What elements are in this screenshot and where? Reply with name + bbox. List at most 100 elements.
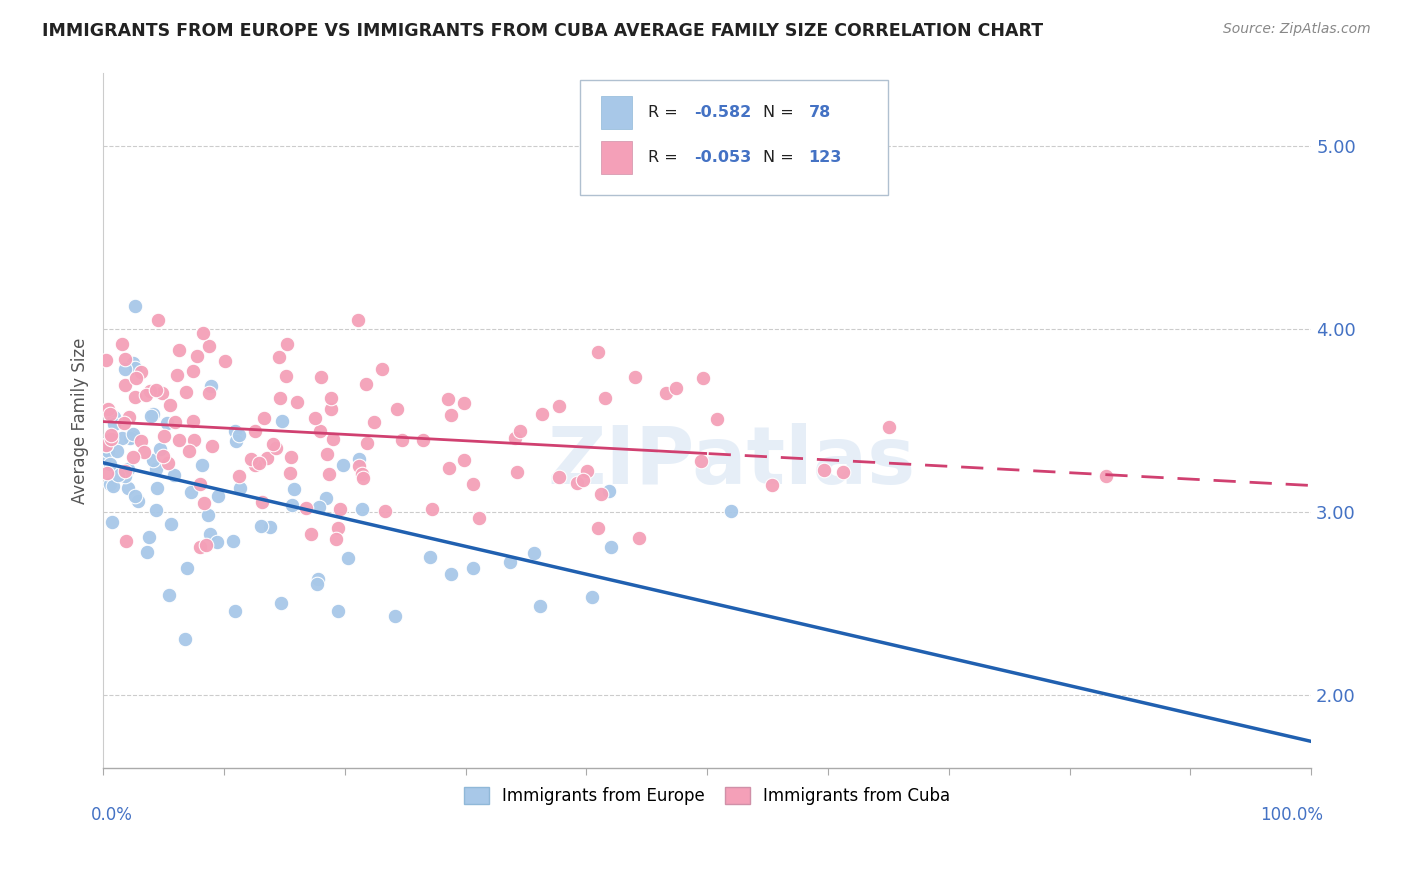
Point (148, 313, 170, 327)
Point (654, 386, 676, 401)
Text: IMMIGRANTS FROM EUROPE VS IMMIGRANTS FROM CUBA AVERAGE FAMILY SIZE CORRELATION C: IMMIGRANTS FROM EUROPE VS IMMIGRANTS FRO… (42, 22, 1043, 40)
Point (287, 395, 309, 409)
Point (101, 515, 124, 529)
Point (180, 484, 202, 499)
Point (96, 467, 118, 481)
Point (321, 391, 343, 405)
Text: 0.0%: 0.0% (91, 805, 134, 824)
Point (166, 368, 188, 383)
Point (150, 386, 173, 401)
Point (152, 449, 174, 463)
Point (149, 442, 172, 457)
FancyBboxPatch shape (600, 141, 633, 175)
Point (97, 444, 120, 458)
Point (174, 632, 197, 647)
Point (139, 409, 162, 423)
Point (270, 596, 292, 610)
Point (198, 526, 221, 541)
Text: ZIPatlas: ZIPatlas (547, 423, 915, 501)
Text: R =: R = (648, 105, 683, 120)
Point (322, 432, 344, 446)
Point (347, 459, 370, 474)
Point (191, 326, 214, 340)
Point (142, 408, 165, 422)
Point (224, 604, 246, 618)
Point (229, 481, 252, 495)
Point (548, 470, 571, 484)
Point (1094, 468, 1116, 483)
Point (352, 471, 374, 485)
Point (174, 384, 197, 399)
Point (332, 458, 354, 472)
Point (156, 456, 179, 470)
Point (114, 378, 136, 392)
Point (420, 502, 443, 516)
Point (278, 467, 301, 481)
Point (101, 479, 124, 493)
Point (115, 534, 138, 549)
Point (94, 449, 117, 463)
Point (132, 445, 155, 459)
Point (831, 465, 853, 479)
Point (468, 511, 491, 525)
Point (188, 541, 211, 555)
Point (145, 383, 167, 397)
Point (201, 439, 224, 453)
Point (114, 464, 136, 478)
Point (412, 433, 434, 447)
Point (503, 431, 526, 445)
Point (299, 526, 322, 541)
Point (207, 489, 229, 503)
Point (225, 434, 247, 449)
Point (440, 566, 463, 581)
Point (94, 437, 117, 451)
Point (548, 399, 571, 413)
Text: 78: 78 (808, 105, 831, 120)
Point (589, 486, 612, 500)
Point (114, 468, 136, 483)
Point (121, 450, 143, 464)
Point (374, 504, 396, 518)
Point (356, 436, 378, 450)
Point (280, 450, 302, 464)
Point (159, 398, 181, 412)
Point (135, 545, 157, 559)
Point (529, 599, 551, 614)
Point (326, 521, 349, 535)
Point (453, 396, 475, 410)
Point (98, 457, 121, 471)
Text: -0.053: -0.053 (695, 150, 751, 165)
Point (205, 535, 228, 549)
Point (127, 494, 149, 508)
Text: Source: ZipAtlas.com: Source: ZipAtlas.com (1223, 22, 1371, 37)
Point (356, 376, 378, 391)
Point (125, 371, 148, 385)
Point (461, 476, 484, 491)
Point (307, 572, 329, 586)
Point (112, 416, 135, 430)
Point (499, 555, 522, 569)
Point (193, 496, 215, 510)
Point (194, 538, 217, 552)
Point (270, 414, 292, 428)
Point (114, 352, 136, 367)
Point (315, 447, 337, 461)
Point (198, 386, 221, 401)
Point (145, 462, 167, 476)
Point (506, 465, 529, 479)
Point (436, 392, 458, 406)
Point (276, 337, 298, 351)
Point (139, 384, 162, 398)
Point (129, 365, 152, 379)
Text: -0.582: -0.582 (695, 105, 751, 120)
Point (274, 369, 297, 384)
Point (124, 390, 146, 404)
Point (347, 313, 370, 327)
Point (111, 336, 134, 351)
Point (121, 427, 143, 442)
Point (239, 452, 262, 467)
FancyBboxPatch shape (600, 96, 633, 129)
Point (706, 412, 728, 426)
Point (177, 443, 200, 458)
Point (385, 402, 408, 417)
